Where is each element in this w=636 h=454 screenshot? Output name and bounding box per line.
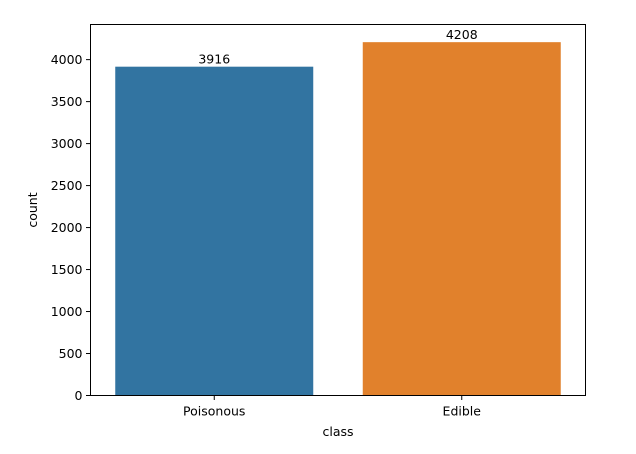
x-tick-label-edible: Edible: [443, 404, 482, 419]
x-axis-title: class: [322, 424, 353, 439]
data-label-poisonous: 3916: [198, 52, 230, 67]
y-tick-label: 2000: [51, 220, 83, 235]
y-tick-label: 3000: [51, 136, 83, 151]
bar-poisonous: [115, 66, 314, 396]
data-label-edible: 4208: [446, 27, 478, 42]
plot-frame: [90, 24, 586, 396]
bars-group: [115, 42, 561, 396]
y-tick-label: 0: [75, 388, 83, 403]
y-tick-label: 4000: [51, 52, 83, 67]
y-tick-label: 3500: [51, 94, 83, 109]
bar-edible: [362, 42, 561, 396]
x-tick-label-poisonous: Poisonous: [183, 404, 245, 419]
y-tick-label: 500: [59, 346, 83, 361]
y-tick-label: 1000: [51, 304, 83, 319]
x-axis: Poisonous Edible: [183, 395, 482, 419]
y-tick-label: 2500: [51, 178, 83, 193]
y-axis-title: count: [25, 192, 40, 227]
y-axis: 0 500 1000 1500 2000 2500 3000 3500 4000: [51, 52, 91, 403]
data-labels-group: 3916 4208: [198, 27, 477, 67]
y-tick-label: 1500: [51, 262, 83, 277]
